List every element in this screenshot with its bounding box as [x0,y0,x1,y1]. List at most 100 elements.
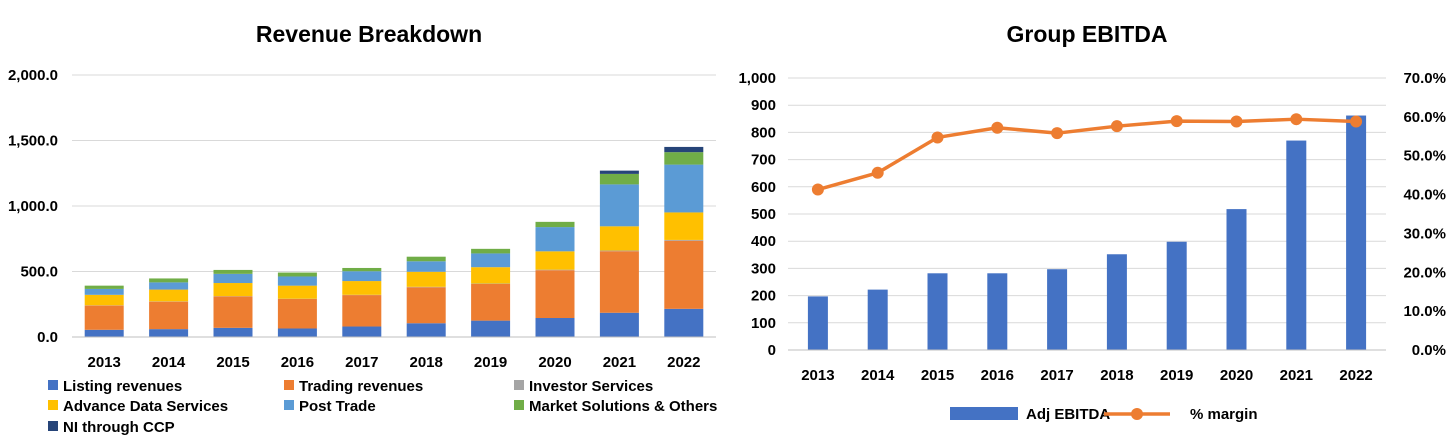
group-ebitda-chart: Group EBITDA 0 100 200 300 400 500 600 700 800 90… [738,21,1446,423]
bar-segment-trading-revenues [599,251,639,313]
margin-point [1290,113,1303,126]
bar-segment-ni-through-ccp [599,170,639,174]
bar-segment-post-trade [535,227,575,252]
bar-segment-post-trade [599,184,639,227]
x-tick-label: 2015 [921,367,954,384]
bar-segment-market-solutions-others [149,278,189,283]
x-tick-label: 2014 [861,367,895,384]
y-tick-label: 2,000.0 [8,67,58,84]
x-tick-label: 2013 [801,367,834,384]
y-tick-label: 0.0 [37,329,58,346]
y2-tick-label: 60.0% [1403,109,1446,126]
margin-point [1170,115,1183,128]
bar-segment-advance-data-services [213,283,253,297]
revenue-breakdown-chart: Revenue Breakdown 0.0 500.0 1,000.0 1,500.0… [8,21,717,436]
chart-title: Group EBITDA [1007,21,1168,47]
y-tick-label: 0 [768,342,776,359]
chart-title: Revenue Breakdown [256,21,482,47]
y-tick-label: 800 [751,124,776,141]
x-tick-label: 2016 [981,367,1014,384]
bar-segment-listing-revenues [277,328,317,337]
bar-segment-investor-services [599,250,639,252]
bar-segment-market-solutions-others [599,173,639,185]
y-tick-label: 900 [751,97,776,114]
legend-swatch-post-trade [284,400,294,410]
bar-adj-ebitda [927,273,948,350]
y2-tick-label: 50.0% [1403,148,1446,165]
legend-swatch-advance-data-services [48,400,58,410]
bar-segment-ni-through-ccp [664,146,704,153]
bar-adj-ebitda [1226,209,1247,350]
legend-label: Investor Services [529,378,653,395]
y2-tick-label: 20.0% [1403,264,1446,281]
legend-label: Trading revenues [299,378,423,395]
bar-segment-trading-revenues [84,305,124,330]
bar-segment-post-trade [213,273,253,284]
x-tick-label: 2022 [1339,367,1372,384]
bar-segment-advance-data-services [535,251,575,270]
legend-swatch-adj-ebitda [950,407,1018,420]
x-tick-label: 2021 [1280,367,1313,384]
bar-segment-listing-revenues [84,329,124,337]
x-tick-label: 2020 [538,354,571,371]
margin-point [1051,127,1064,140]
margin-line [817,117,1357,192]
bar-segment-listing-revenues [149,329,189,337]
bar-adj-ebitda [1346,115,1367,350]
y-tick-label: 500.0 [20,264,58,281]
bar-adj-ebitda [1106,254,1127,350]
y2-tick-label: 70.0% [1403,70,1446,87]
bar-segment-post-trade [277,276,317,286]
bar-segment-trading-revenues [149,301,189,330]
bar-segment-advance-data-services [342,281,382,295]
bar-segment-trading-revenues [213,296,253,328]
legend-label: Listing revenues [63,378,182,395]
x-tick-label: 2017 [345,354,378,371]
bar-segment-post-trade [342,271,382,282]
x-tick-label: 2017 [1040,367,1073,384]
legend-label: Market Solutions & Others [529,398,717,415]
y-tick-label: 700 [751,152,776,169]
x-tick-label: 2015 [216,354,249,371]
legend-label: % margin [1190,406,1258,423]
bar-segment-listing-revenues [213,327,253,337]
bar-segment-post-trade [664,164,704,213]
margin-point [1350,115,1363,128]
bar-adj-ebitda [1166,241,1187,350]
bar-segment-advance-data-services [664,212,704,240]
bar-segment-market-solutions-others [84,285,124,289]
bar-segment-advance-data-services [149,289,189,302]
bar-segment-post-trade [149,282,189,290]
bar-segment-trading-revenues [406,287,446,324]
bar-segment-post-trade [471,253,511,268]
bar-segment-listing-revenues [535,318,575,337]
y2-tick-label: 30.0% [1403,225,1446,242]
bar-adj-ebitda [807,296,828,350]
y-tick-label: 400 [751,233,776,250]
bar-adj-ebitda [867,289,888,350]
legend-swatch-listing-revenues [48,380,58,390]
legend-label: Post Trade [299,398,376,415]
bar-segment-market-solutions-others [213,269,253,274]
bar-segment-advance-data-services [471,267,511,284]
y-tick-label: 1,000.0 [8,198,58,215]
x-tick-label: 2013 [88,354,121,371]
bar-segment-market-solutions-others [406,256,446,262]
margin-point [931,131,944,144]
margin-point [991,121,1004,134]
bar-adj-ebitda [1286,140,1307,350]
legend-swatch-ni-through-ccp [48,421,58,431]
bar-segment-investor-services [664,239,704,241]
margin-point [1230,115,1243,128]
margin-point [811,183,824,196]
x-tick-label: 2022 [667,354,700,371]
y-tick-label: 200 [751,288,776,305]
bar-segment-market-solutions-others [664,152,704,165]
bar-segment-market-solutions-others [535,221,575,228]
x-tick-label: 2016 [281,354,314,371]
bar-adj-ebitda [1047,269,1068,350]
x-tick-label: 2021 [603,354,636,371]
y-tick-label: 500 [751,206,776,223]
y-tick-label: 600 [751,179,776,196]
y2-tick-label: 10.0% [1403,303,1446,320]
